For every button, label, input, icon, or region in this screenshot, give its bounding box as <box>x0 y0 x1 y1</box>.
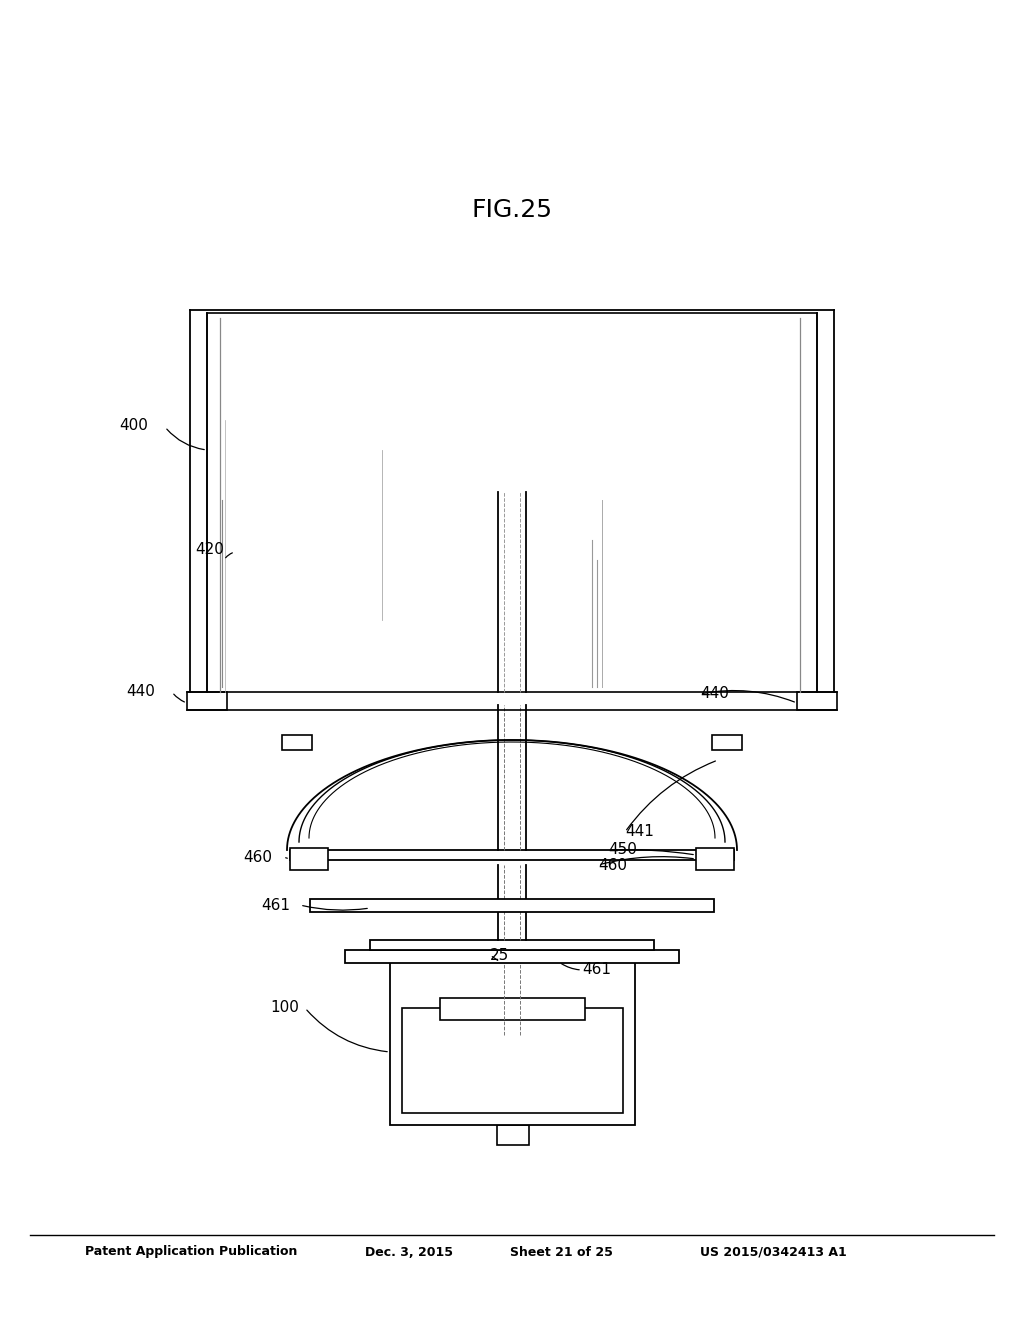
Text: 400: 400 <box>119 417 148 433</box>
Text: 461: 461 <box>261 898 290 912</box>
Text: 460: 460 <box>598 858 627 873</box>
Text: 440: 440 <box>126 685 155 700</box>
Text: Patent Application Publication: Patent Application Publication <box>85 1246 297 1258</box>
Text: 461: 461 <box>582 962 611 978</box>
Bar <box>696 847 734 870</box>
Text: 441: 441 <box>625 825 654 840</box>
Bar <box>370 940 654 950</box>
Text: 100: 100 <box>270 1001 299 1015</box>
Bar <box>390 960 635 1125</box>
Bar <box>497 1125 529 1144</box>
Bar <box>797 692 837 710</box>
Text: 440: 440 <box>700 686 729 701</box>
Bar <box>712 735 742 750</box>
Text: US 2015/0342413 A1: US 2015/0342413 A1 <box>700 1246 847 1258</box>
Bar <box>187 692 227 710</box>
Bar <box>282 735 312 750</box>
Bar <box>290 850 734 861</box>
Bar <box>402 1008 623 1113</box>
Text: 460: 460 <box>243 850 272 865</box>
Bar <box>345 950 679 964</box>
Text: 25: 25 <box>490 948 509 962</box>
Text: Sheet 21 of 25: Sheet 21 of 25 <box>510 1246 613 1258</box>
Text: 450: 450 <box>608 842 637 858</box>
Text: Dec. 3, 2015: Dec. 3, 2015 <box>365 1246 453 1258</box>
Bar <box>310 899 714 912</box>
Bar <box>290 847 328 870</box>
Text: FIG.25: FIG.25 <box>471 198 553 222</box>
Bar <box>440 998 585 1020</box>
Text: 420: 420 <box>196 543 224 557</box>
